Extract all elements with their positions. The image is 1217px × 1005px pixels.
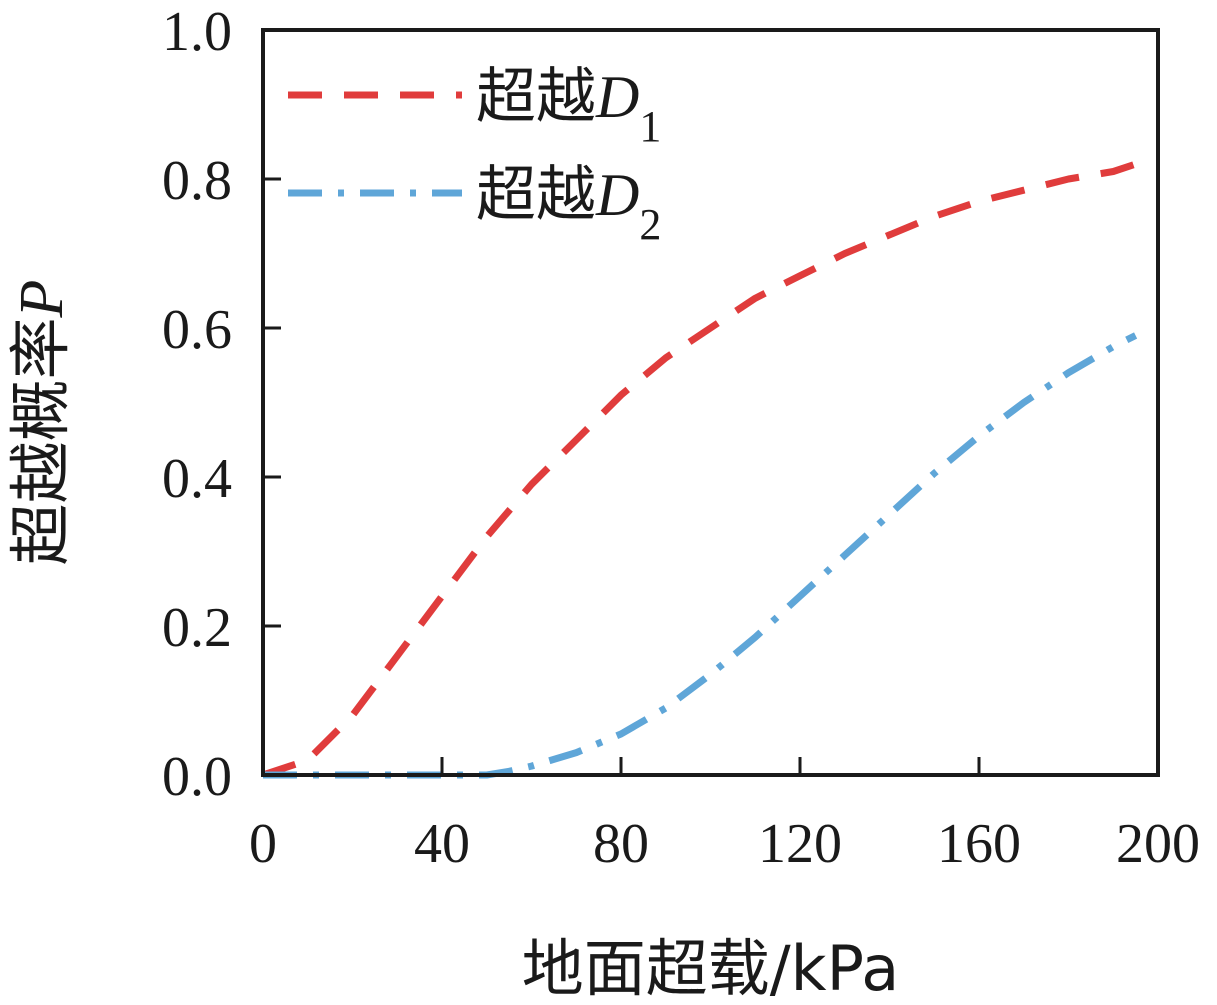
y-tick-label: 0.4: [162, 448, 232, 510]
y-tick-label: 0.2: [162, 597, 232, 659]
plot-frame: [261, 28, 1160, 777]
x-tick-label: 0: [249, 813, 277, 875]
ticks-layer: 0 40 80 120 160 200 0.0 0.2 0.4 0.6 0.8 1.0: [162, 1, 1200, 875]
y-axis-title-var: P: [8, 280, 76, 319]
y-tick-label: 1.0: [162, 1, 232, 63]
x-tick-label: 160: [937, 813, 1021, 875]
y-tick-label: 0.8: [162, 150, 232, 212]
y-tick-label: 0.6: [162, 299, 232, 361]
y-axis-title-text: 超越概率: [4, 317, 77, 565]
legend-label-1: 超越D1: [476, 62, 661, 151]
y-axis-title: 超越概率P: [4, 280, 77, 566]
x-tick-label: 80: [593, 813, 649, 875]
legend: 超越D1 超越D2: [288, 62, 661, 249]
series-layer: [261, 160, 1138, 779]
x-axis-title: 地面超载/kPa: [522, 932, 899, 1005]
legend-label-2: 超越D2: [476, 160, 661, 249]
series-line-2: [263, 332, 1138, 779]
series-line-1: [261, 160, 1137, 779]
y-tick-label: 0.0: [162, 746, 232, 808]
x-tick-label: 120: [758, 813, 842, 875]
x-tick-label: 200: [1116, 813, 1200, 875]
y-axis-title-group: 超越概率P: [4, 280, 77, 566]
x-tick-label: 40: [414, 813, 470, 875]
